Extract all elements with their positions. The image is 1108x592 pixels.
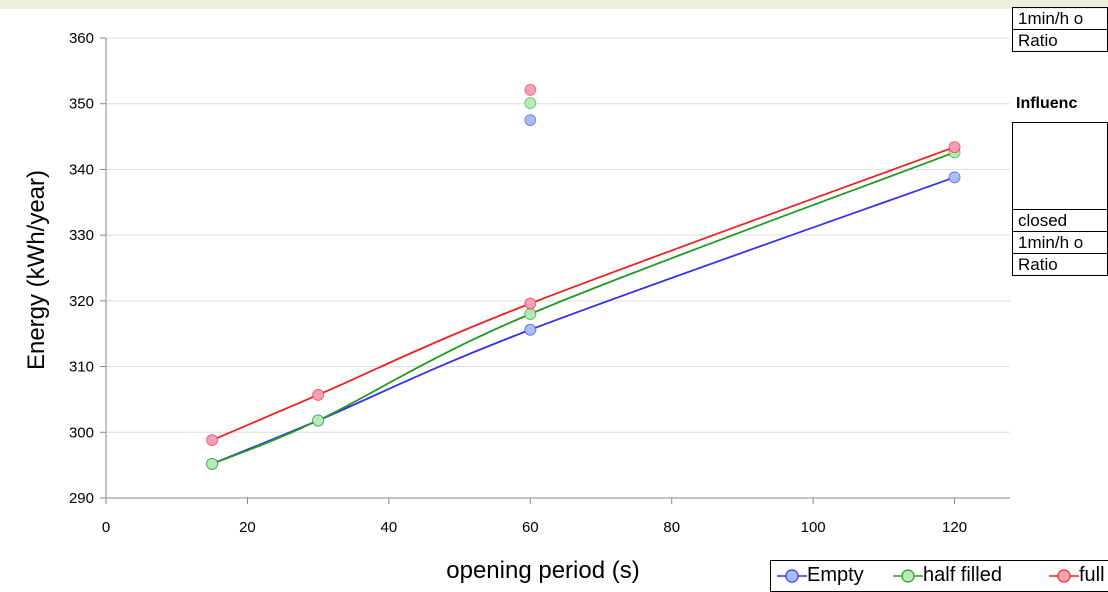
y-axis-label: Energy (kWh/year): [23, 170, 50, 370]
data-point-full: [948, 141, 961, 154]
influence-table: closed 1min/h o Ratio: [1012, 122, 1108, 276]
ratio-table-top: 1min/h o Ratio: [1012, 7, 1108, 52]
series-points: [206, 83, 961, 470]
top-band: [0, 0, 1108, 9]
y-tick-label: 340: [69, 161, 94, 178]
y-tick-label: 320: [69, 293, 94, 310]
x-tick-label: 80: [663, 519, 680, 536]
chart-legend: Empty half filled full: [770, 560, 1108, 592]
x-tick-label: 100: [801, 519, 826, 536]
data-point-half-filled: [524, 308, 537, 320]
legend-item-half-filled: half filled: [893, 563, 1002, 587]
y-tick-label: 330: [69, 227, 94, 244]
legend-label: full: [1079, 564, 1105, 586]
y-tick-label: 310: [69, 359, 94, 376]
ticks: 2903003103203303403503600204060801001201…: [69, 30, 967, 536]
y-tick-label: 350: [69, 96, 94, 113]
data-point-empty: [948, 171, 961, 184]
table-cell: 1min/h o: [1012, 231, 1108, 254]
data-point-half-filled: [206, 457, 219, 470]
data-point-full: [206, 434, 219, 447]
y-tick-label: 300: [69, 424, 94, 441]
x-tick-label: 0: [102, 519, 110, 536]
data-point-full: [524, 297, 537, 310]
legend-item-empty: Empty: [777, 563, 864, 587]
table-cell: Ratio: [1012, 253, 1108, 276]
series-line-empty: [211, 176, 955, 465]
extra-point-full: [524, 83, 537, 96]
extra-point-half-filled: [524, 97, 537, 110]
grid: [106, 37, 1010, 433]
axes: [105, 38, 1010, 499]
legend-label: Empty: [807, 564, 864, 586]
x-tick-label: 40: [381, 519, 398, 536]
legend-marker-empty: [777, 569, 807, 583]
influence-heading: Influenc: [1016, 95, 1078, 112]
data-point-full: [312, 388, 325, 401]
x-tick-label: 20: [239, 519, 256, 536]
data-point-half-filled: [312, 414, 325, 427]
legend-label: half filled: [923, 564, 1002, 586]
x-axis-label: opening period (s): [446, 557, 639, 584]
table-cell: closed: [1012, 209, 1108, 232]
legend-marker-full: [1049, 569, 1079, 583]
y-tick-label: 290: [69, 490, 94, 507]
table-cell: 1min/h o: [1012, 7, 1108, 30]
data-point-empty: [524, 323, 537, 336]
y-tick-label: 360: [69, 30, 94, 47]
legend-marker-half-filled: [893, 569, 923, 583]
energy-chart: 2903003103203303403503600204060801001201…: [23, 30, 1010, 584]
x-tick-label: 60: [522, 519, 539, 536]
series-line-full: [211, 146, 955, 441]
series-line-half-filled: [211, 151, 955, 465]
table-cell: Ratio: [1012, 29, 1108, 52]
series-lines: [211, 146, 955, 465]
table-header-cell: [1012, 122, 1108, 210]
legend-item-full: full: [1049, 563, 1105, 587]
extra-point-empty: [524, 114, 537, 127]
x-tick-label: 120: [942, 519, 967, 536]
